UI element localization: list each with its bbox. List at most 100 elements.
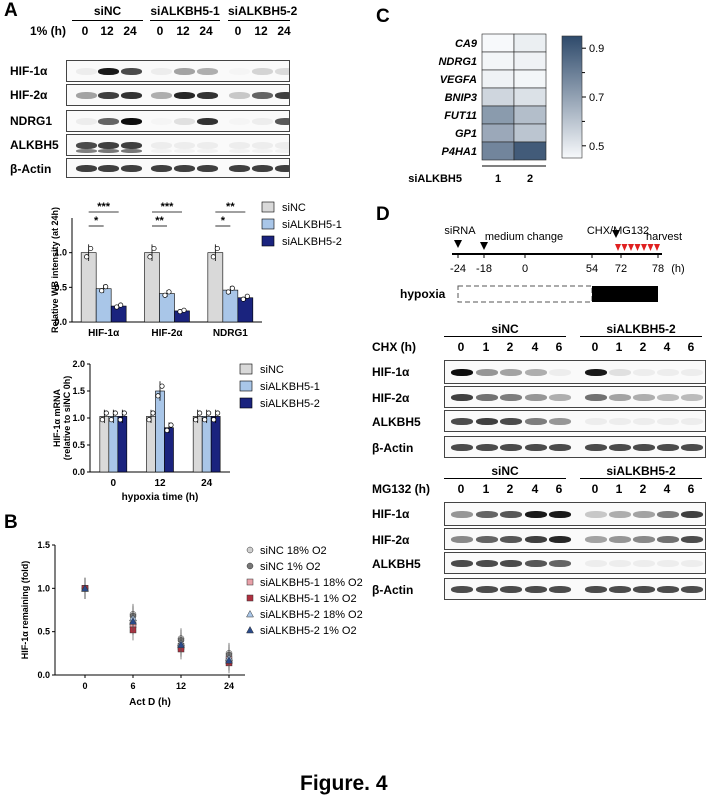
y-axis-label: Relative WB intensity (at 24h): [50, 207, 60, 333]
blot-band: [500, 444, 522, 451]
blot-band: [229, 118, 250, 125]
bar: [210, 416, 221, 473]
data-point: [164, 427, 170, 433]
red-arrow: [641, 244, 647, 251]
gene-label: P4HA1: [442, 146, 477, 158]
row-label: HIF-1α: [372, 365, 410, 379]
blot-band: [657, 418, 679, 425]
data-point: [211, 417, 217, 423]
bar: [146, 416, 156, 473]
blot-strip: [444, 386, 706, 408]
blot-band: [633, 418, 655, 425]
time-label: 4: [531, 340, 539, 354]
blot-band: [275, 68, 289, 75]
blot-band: [121, 165, 142, 172]
blot-band: [585, 444, 607, 451]
timeline-unit: (h): [671, 263, 684, 275]
blot-band: [197, 149, 218, 153]
blot-band: [525, 369, 547, 376]
heatmap-cell: [481, 69, 515, 89]
blot-band: [633, 394, 655, 401]
group-label: siALKBH5-1: [150, 4, 220, 18]
blot-band: [121, 92, 142, 99]
row-label: ALKBH5: [372, 557, 421, 571]
gene-label: GP1: [455, 128, 477, 140]
group-label: siALKBH5-2: [606, 464, 676, 478]
blot-band: [121, 118, 142, 125]
scale-tick-label: 0.7: [589, 92, 604, 104]
medium-arrow: [480, 242, 488, 250]
legend-label: siNC: [260, 364, 284, 376]
blot-band: [609, 369, 631, 376]
group-label: siNC: [93, 4, 122, 18]
blot-band: [549, 511, 571, 518]
blot-band: [633, 369, 655, 376]
blot-band: [525, 586, 547, 593]
data-point: [103, 284, 109, 290]
x-tick-label: HIF-2α: [151, 328, 183, 339]
blot-band: [549, 536, 571, 543]
legend-swatch: [261, 218, 275, 230]
blot-band: [275, 92, 289, 99]
blot-band: [500, 536, 522, 543]
data-point: [225, 289, 231, 295]
significance-label: ***: [161, 201, 175, 213]
data-point: [155, 393, 161, 399]
data-point: [214, 245, 220, 252]
heatmap-cell: [513, 33, 547, 53]
red-arrow: [621, 244, 628, 251]
bar: [192, 416, 203, 473]
blot-band: [151, 142, 172, 149]
blot-band: [476, 394, 498, 401]
data-point: [99, 417, 105, 423]
data-point: [84, 254, 90, 260]
figure-caption: Figure. 4: [300, 772, 388, 795]
blot-band: [657, 444, 679, 451]
treatment-axis-label: MG132 (h): [372, 482, 431, 496]
blot-band: [681, 418, 703, 425]
blot-band: [525, 418, 547, 425]
blot-band: [476, 511, 498, 518]
blot-band: [229, 165, 250, 172]
gene-label: BNIP3: [445, 92, 477, 104]
blot-band: [451, 418, 473, 425]
data-point: [193, 417, 199, 423]
blot-band: [633, 560, 655, 567]
blot-band: [174, 142, 195, 149]
legend-marker: [246, 578, 254, 586]
scale-tick-label: 0.5: [589, 141, 604, 153]
timeline-tick-label: 0: [522, 263, 528, 275]
blot-band: [609, 560, 631, 567]
blot-band: [451, 560, 473, 567]
time-label: 12: [176, 24, 190, 38]
blot-band: [275, 142, 289, 149]
blot-band: [174, 68, 195, 75]
bar: [155, 390, 165, 473]
blot-band: [98, 165, 119, 172]
blot-band: [500, 560, 522, 567]
blot-band: [252, 142, 273, 149]
blot-band: [121, 68, 142, 75]
time-label: 1: [615, 482, 623, 496]
data-point: [202, 417, 208, 423]
legend-label: siALKBH5-1: [282, 219, 342, 231]
blot-band: [585, 418, 607, 425]
row-label: NDRG1: [10, 114, 53, 128]
x-tick-label: 6: [130, 681, 135, 691]
blot-band: [451, 444, 473, 451]
blot-band: [525, 394, 547, 401]
row-label: β-Actin: [372, 441, 414, 455]
blot-band: [525, 511, 547, 518]
treatment-arrow: [612, 230, 620, 238]
time-label: 4: [663, 482, 671, 496]
blot-band: [229, 142, 250, 149]
data-point: [240, 296, 246, 302]
blot-band: [500, 586, 522, 593]
blot-strip: [66, 60, 290, 82]
blot-strip: [444, 436, 706, 458]
legend-label: siALKBH5-1: [260, 381, 320, 393]
blot-band: [451, 536, 473, 543]
blot-strip: [444, 502, 706, 526]
